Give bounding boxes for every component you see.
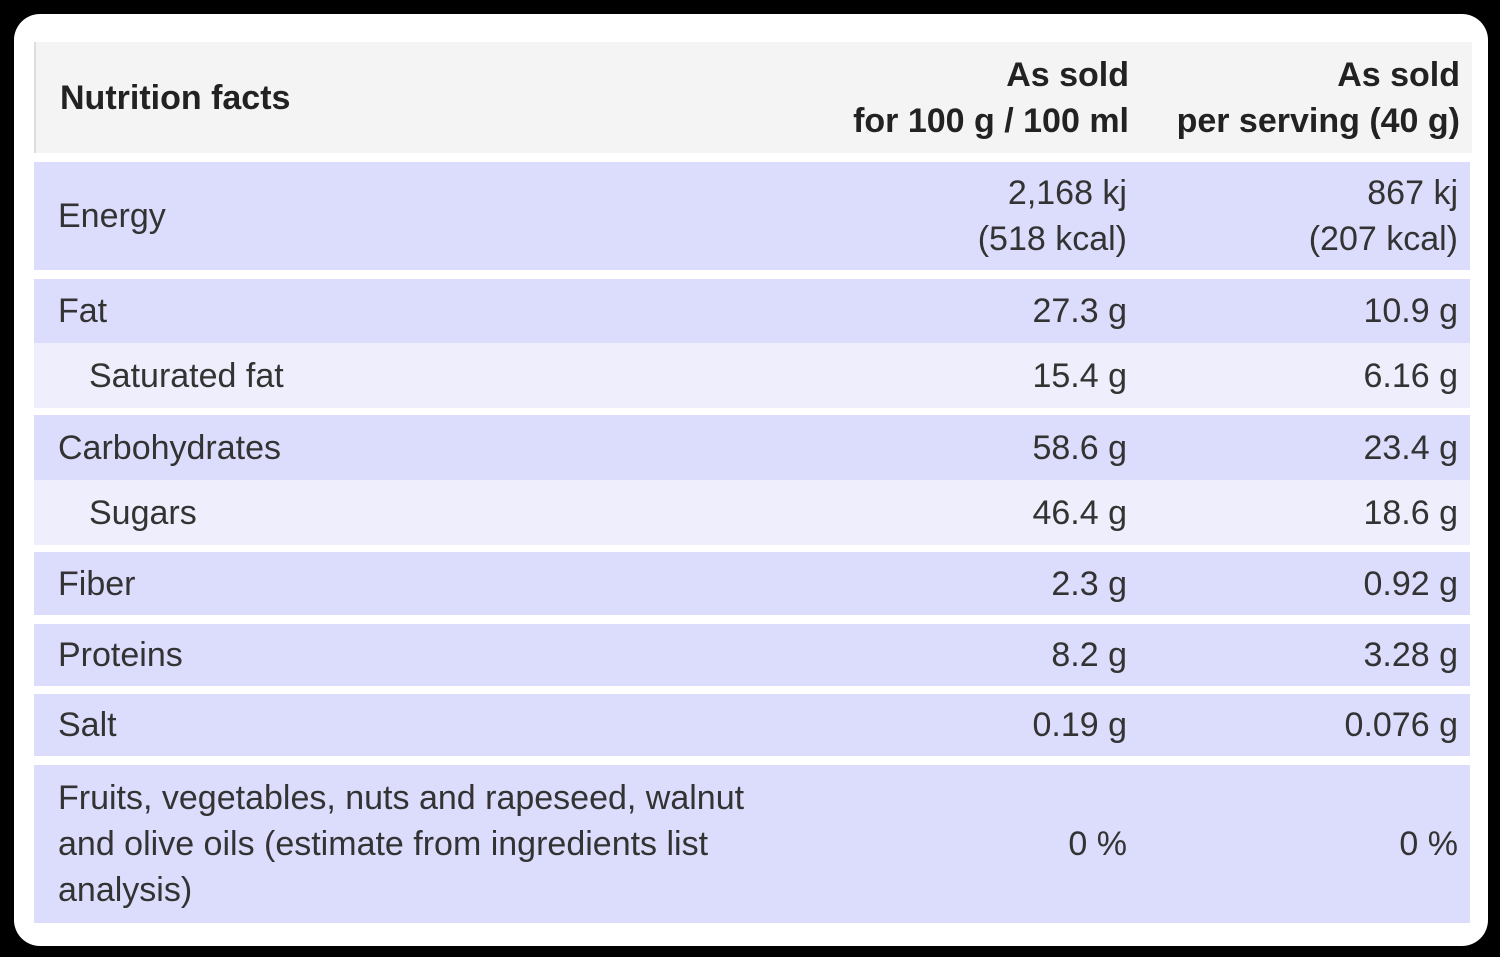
table-row: Energy 2,168 kj (518 kcal) 867 kj (207 kcal) (34, 162, 1470, 270)
cell-text: 3.28 g (1363, 636, 1458, 674)
cell-text: 2.3 g (1051, 564, 1127, 603)
cell-text: analysis) (58, 871, 193, 909)
cell-text: 58.6 g (1032, 428, 1127, 467)
value-cell: 2,168 kj (518 kcal) (794, 162, 1127, 270)
cell-text: and olive oils (estimate from ingredient… (58, 825, 709, 863)
cell-text: Saturated fat (89, 356, 284, 395)
cell-text: for 100 g / 100 ml (853, 101, 1129, 140)
value-cell: 0 % (794, 765, 1127, 923)
header-row: Nutrition facts As sold for 100 g / 100 ml… (34, 42, 1472, 153)
row-label: Saturated fat (89, 343, 849, 408)
value-cell: 8.2 g (794, 624, 1127, 686)
row-label: Sugars (89, 480, 849, 545)
value-cell: 27.3 g (794, 279, 1127, 343)
cell-text: Carbohydrates (58, 428, 282, 467)
table-row: Proteins 8.2 g 3.28 g (34, 624, 1470, 686)
row-label: Fat (58, 279, 818, 343)
row-label: Nutrition facts (60, 42, 820, 153)
value-cell: 10.9 g (1134, 279, 1458, 343)
value-cell: 0 % (1134, 765, 1458, 923)
row-label: Fruits, vegetables, nuts and rapeseed, w… (58, 765, 818, 923)
cell-text: 0 % (1068, 825, 1127, 863)
value-cell: 58.6 g (794, 415, 1127, 480)
row-label: Salt (58, 694, 818, 756)
cell-text: 18.6 g (1363, 493, 1458, 532)
row-label: Carbohydrates (58, 415, 818, 480)
cell-text: (518 kcal) (977, 220, 1127, 258)
cell-text: As sold (1337, 55, 1460, 94)
cell-text: Fruits, vegetables, nuts and rapeseed, w… (58, 779, 745, 817)
cell-text: 0 % (1399, 825, 1458, 863)
row-label: Proteins (58, 624, 818, 686)
cell-text: 2,168 kj (1007, 174, 1127, 212)
cell-text: 8.2 g (1051, 636, 1127, 674)
value-cell: 2.3 g (794, 552, 1127, 615)
cell-text: Salt (58, 706, 117, 744)
cell-text: Sugars (89, 493, 197, 532)
table-row: Fruits, vegetables, nuts and rapeseed, w… (34, 765, 1470, 923)
cell-text: Proteins (58, 636, 183, 674)
table-row: Sugars 46.4 g 18.6 g (34, 480, 1470, 545)
cell-text: Fat (58, 292, 108, 330)
cell-text: 0.92 g (1363, 564, 1458, 603)
value-cell: 0.19 g (794, 694, 1127, 756)
cell-text: 27.3 g (1032, 292, 1127, 330)
cell-text: Energy (58, 197, 166, 235)
value-cell: 46.4 g (794, 480, 1127, 545)
value-cell: 15.4 g (794, 343, 1127, 408)
value-cell: As sold per serving (40 g) (1136, 42, 1460, 153)
value-cell: As sold for 100 g / 100 ml (796, 42, 1129, 153)
value-cell: 3.28 g (1134, 624, 1458, 686)
value-cell: 18.6 g (1134, 480, 1458, 545)
row-label: Energy (58, 162, 818, 270)
row-label: Fiber (58, 552, 818, 615)
value-cell: 0.076 g (1134, 694, 1458, 756)
cell-text: Nutrition facts (60, 78, 291, 117)
value-cell: 23.4 g (1134, 415, 1458, 480)
cell-text: per serving (40 g) (1176, 101, 1460, 140)
cell-text: 0.076 g (1344, 706, 1458, 744)
table-row: Fiber 2.3 g 0.92 g (34, 552, 1470, 615)
table-row: Fat 27.3 g 10.9 g (34, 279, 1470, 343)
table-row: Saturated fat 15.4 g 6.16 g (34, 343, 1470, 408)
cell-text: 15.4 g (1032, 356, 1127, 395)
value-cell: 867 kj (207 kcal) (1134, 162, 1458, 270)
cell-text: 6.16 g (1363, 356, 1458, 395)
table-row: Carbohydrates 58.6 g 23.4 g (34, 415, 1470, 480)
cell-text: Fiber (58, 564, 136, 603)
cell-text: 867 kj (1367, 174, 1458, 212)
cell-text: 46.4 g (1032, 493, 1127, 532)
cell-text: 23.4 g (1363, 428, 1458, 467)
cell-text: (207 kcal) (1308, 220, 1458, 258)
value-cell: 6.16 g (1134, 343, 1458, 408)
value-cell: 0.92 g (1134, 552, 1458, 615)
table-row: Salt 0.19 g 0.076 g (34, 694, 1470, 756)
cell-text: 0.19 g (1032, 706, 1127, 744)
cell-text: 10.9 g (1363, 292, 1458, 330)
cell-text: As sold (1006, 55, 1129, 94)
